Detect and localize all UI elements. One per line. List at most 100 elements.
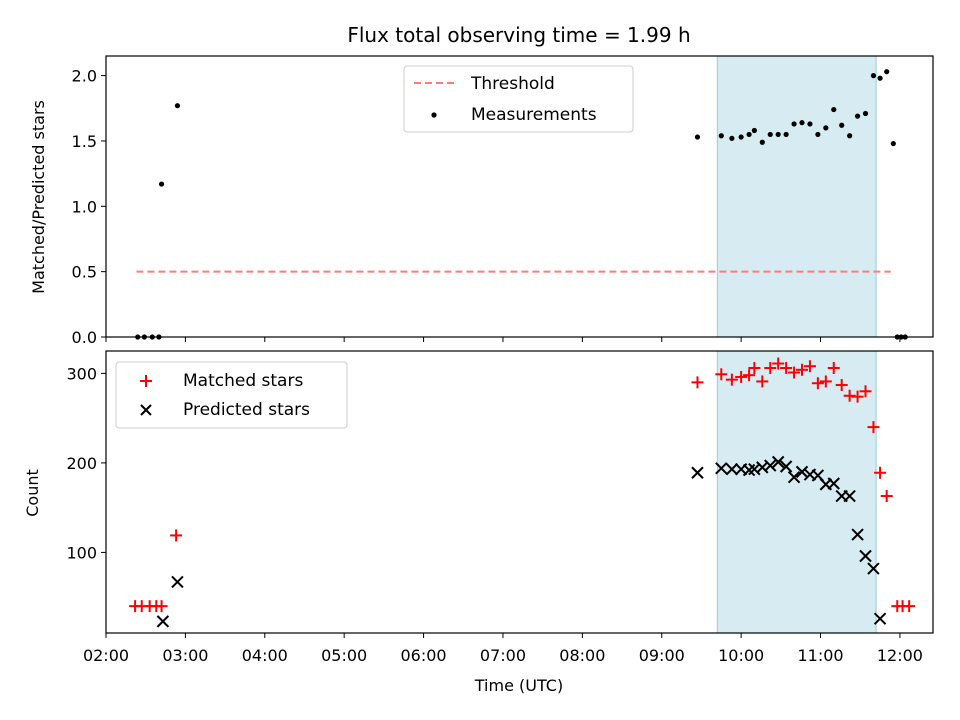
measurement-point xyxy=(862,110,869,117)
legend-predicted-swatch xyxy=(140,404,152,416)
matched-star-point xyxy=(764,362,777,375)
measurement-point xyxy=(783,131,789,138)
legend-predicted-label: Predicted stars xyxy=(183,400,310,420)
measurement-point xyxy=(738,134,744,140)
measurement-point xyxy=(870,73,877,79)
matched-star-point xyxy=(803,360,816,373)
bottom-panel: 100 200 300 02:00 03:00 04:00 05:00 06:00 07:00… xyxy=(23,350,934,695)
bottom-ytick-label: 200 xyxy=(66,454,97,473)
matched-star-point xyxy=(867,421,880,434)
top-axes-frame xyxy=(105,55,934,338)
predicted-star-point xyxy=(859,549,872,563)
measurement-point xyxy=(158,181,165,187)
matched-star-point xyxy=(155,600,168,613)
matched-star-point xyxy=(772,357,785,370)
measurement-point xyxy=(884,69,890,75)
matched-star-point xyxy=(903,600,916,613)
legend-matched-swatch xyxy=(140,375,152,387)
matched-star-point xyxy=(788,366,801,379)
measurement-point xyxy=(799,120,805,126)
bottom-legend-box xyxy=(115,361,348,429)
predicted-star-point xyxy=(873,612,887,625)
legend-threshold-label: Threshold xyxy=(470,74,555,94)
matched-star-point xyxy=(859,385,872,398)
bottom-xtick-label: 07:00 xyxy=(480,646,526,665)
bottom-xtick-label: 05:00 xyxy=(321,646,367,665)
bottom-xtick-label: 11:00 xyxy=(797,646,843,665)
predicted-star-point xyxy=(843,489,856,503)
matched-star-point xyxy=(170,529,183,542)
measurement-point xyxy=(890,140,896,147)
top-xticks xyxy=(105,337,901,342)
predicted-star-point xyxy=(851,528,864,541)
measurement-point xyxy=(791,121,797,127)
bottom-yticks: 100 200 300 xyxy=(66,364,106,562)
predicted-star-point xyxy=(691,466,704,479)
measurement-point xyxy=(767,131,773,138)
predicted-star-point xyxy=(779,460,793,473)
predicted-star-point xyxy=(764,459,777,472)
measurement-point xyxy=(775,131,781,138)
measurement-point xyxy=(718,133,724,139)
top-shaded-interval xyxy=(716,55,877,338)
bottom-xtick-label: 06:00 xyxy=(401,646,447,665)
matched-star-point xyxy=(748,362,761,375)
measurement-point xyxy=(174,103,181,109)
top-ytick-label: 0.5 xyxy=(72,263,97,282)
matched-star-point xyxy=(756,375,769,388)
matched-star-point xyxy=(874,466,887,479)
bottom-points xyxy=(129,357,916,628)
top-yticks: 0.0 0.5 1.0 1.5 2.0 xyxy=(72,67,106,347)
matched-star-point xyxy=(691,376,704,389)
top-ylabel: Matched/Predicted stars xyxy=(29,100,48,294)
matched-star-point xyxy=(780,362,793,375)
measurement-point xyxy=(694,134,701,140)
top-panel: 0.0 0.5 1.0 1.5 2.0 Flux total observing tim… xyxy=(29,23,934,347)
bottom-xlabel: Time (UTC) xyxy=(474,676,563,695)
bottom-xticks: 02:00 03:00 04:00 05:00 06:00 07:00 08:00 09:00… xyxy=(83,633,923,665)
predicted-star-point xyxy=(725,462,739,476)
predicted-star-point xyxy=(867,562,880,575)
bottom-ylabel: Count xyxy=(23,469,42,517)
top-ytick-label: 2.0 xyxy=(72,67,97,86)
top-ytick-label: 1.0 xyxy=(72,197,97,216)
top-legend: Threshold Measurements xyxy=(403,65,634,133)
measurement-point xyxy=(839,122,845,128)
matched-star-point xyxy=(819,375,832,388)
measurement-point xyxy=(815,131,821,138)
bottom-xtick-label: 02:00 xyxy=(83,646,129,665)
matched-star-point xyxy=(715,368,728,381)
top-ytick-label: 1.5 xyxy=(72,132,97,151)
bottom-xtick-label: 03:00 xyxy=(162,646,208,665)
chart-title: Flux total observing time = 1.99 h xyxy=(347,23,690,47)
bottom-xtick-label: 12:00 xyxy=(877,646,923,665)
bottom-legend: Matched stars Predicted stars xyxy=(115,361,348,429)
legend-measurements-label: Measurements xyxy=(471,105,597,125)
measurement-point xyxy=(823,125,829,131)
bottom-axes-frame xyxy=(105,350,934,634)
measurement-point xyxy=(807,121,813,127)
bottom-xtick-label: 09:00 xyxy=(639,646,685,665)
measurement-point xyxy=(751,127,757,134)
matched-star-point xyxy=(796,363,809,376)
matched-star-point xyxy=(735,370,748,383)
measurement-point xyxy=(759,139,765,145)
bottom-xtick-label: 08:00 xyxy=(559,646,605,665)
predicted-star-point xyxy=(787,471,801,484)
legend-measurements-swatch xyxy=(431,112,437,118)
matched-star-point xyxy=(827,362,840,375)
top-ytick-label: 0.0 xyxy=(72,328,97,347)
predicted-star-point xyxy=(827,477,840,490)
predicted-star-point xyxy=(771,455,785,469)
matched-star-point xyxy=(725,373,738,386)
top-legend-box xyxy=(403,65,634,133)
matched-star-point xyxy=(743,369,756,382)
predicted-star-point xyxy=(171,575,184,589)
predicted-star-point xyxy=(156,615,170,628)
measurement-point xyxy=(831,106,837,113)
bottom-xtick-label: 04:00 xyxy=(242,646,288,665)
measurement-point xyxy=(746,131,752,138)
predicted-star-point xyxy=(715,462,728,475)
matched-star-point xyxy=(811,377,824,390)
legend-matched-label: Matched stars xyxy=(183,371,303,391)
